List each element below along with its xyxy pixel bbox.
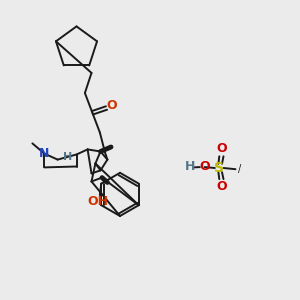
Text: /: / <box>238 164 241 174</box>
Text: H: H <box>185 160 196 173</box>
Text: O: O <box>106 99 117 112</box>
Text: S: S <box>214 161 224 175</box>
Text: O: O <box>216 142 227 155</box>
Text: H: H <box>63 152 72 162</box>
Text: OH: OH <box>88 195 109 208</box>
Text: N: N <box>39 147 50 160</box>
Text: O: O <box>216 180 227 194</box>
Text: O: O <box>199 160 210 173</box>
